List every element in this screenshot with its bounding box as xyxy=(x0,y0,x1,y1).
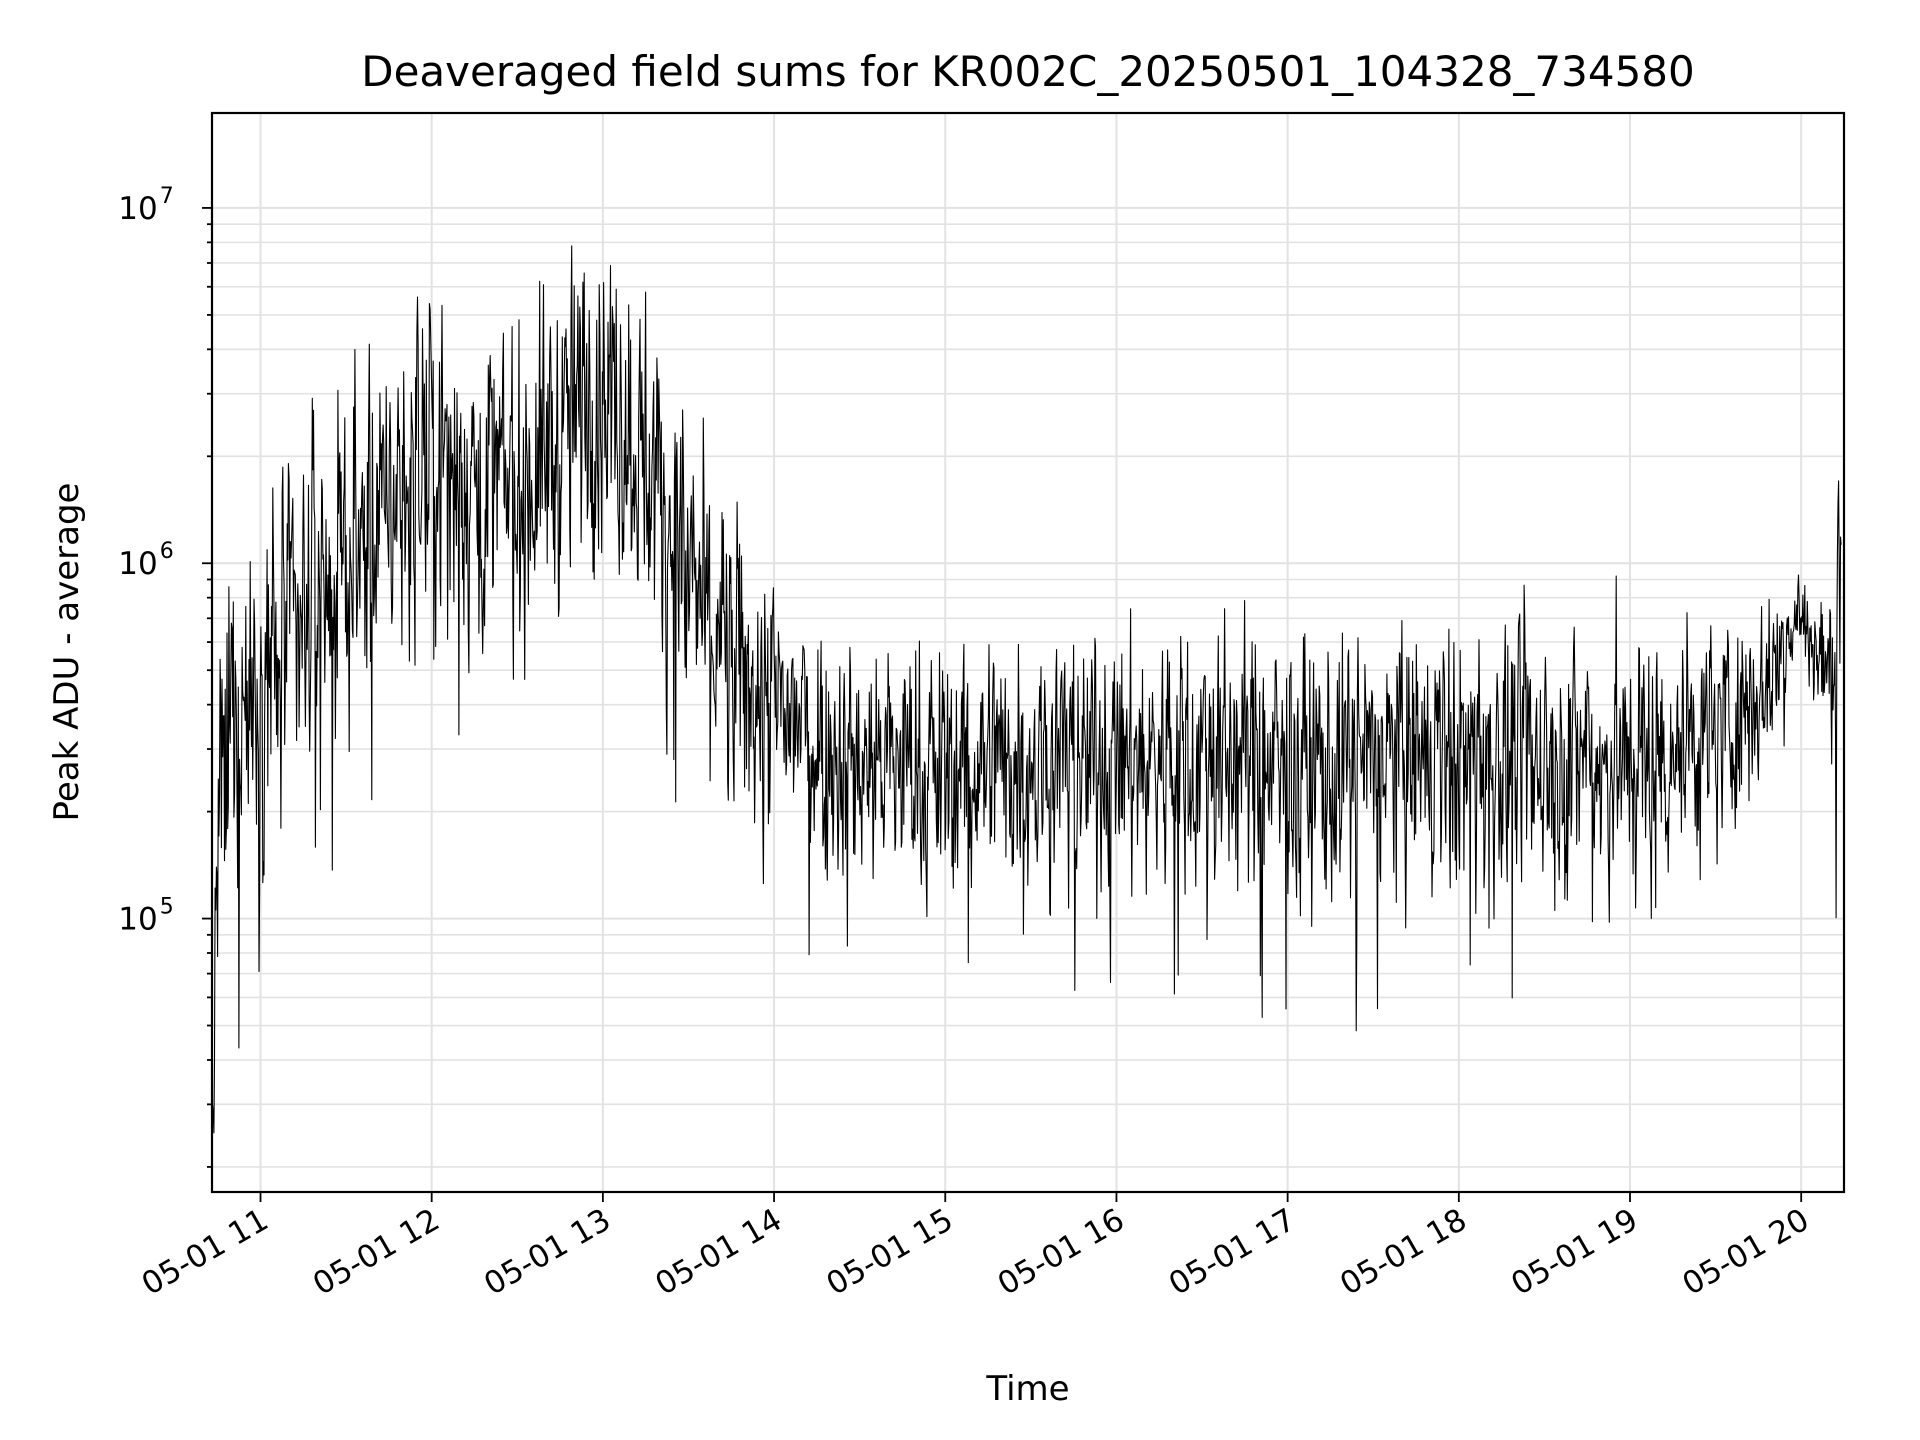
y-tick-exponent: 6 xyxy=(160,539,174,564)
y-tick-exponent: 7 xyxy=(160,184,174,209)
plot-area-frame xyxy=(210,111,1846,1194)
chart-title: Deaveraged field sums for KR002C_2025050… xyxy=(361,47,1695,96)
x-axis-label: Time xyxy=(985,1369,1069,1409)
y-tick-exponent: 5 xyxy=(160,895,174,920)
series-layer xyxy=(211,245,1842,1143)
series-line xyxy=(211,245,1842,1143)
y-axis-label: Peak ADU - average xyxy=(47,483,87,822)
